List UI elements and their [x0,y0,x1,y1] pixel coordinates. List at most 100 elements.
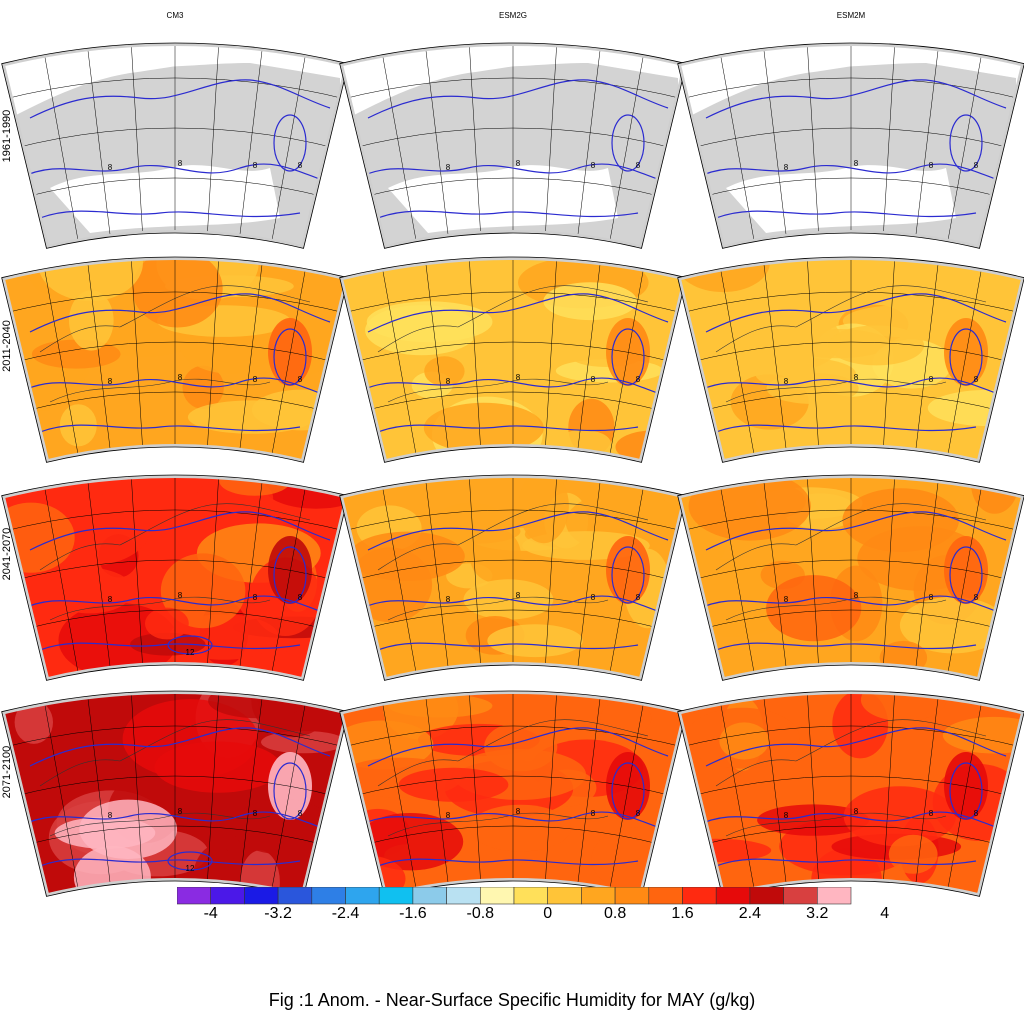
coastline [377,503,649,571]
colorbar-swatch [210,887,245,905]
coastline [715,719,987,787]
humidity-contour [357,811,669,832]
humidity-contour [705,511,1007,551]
map-svg: 8 8 8 8 [339,474,687,681]
humidity-contour [39,424,301,433]
map-content [339,690,687,897]
coastline [49,378,271,403]
anomaly-patch [487,624,583,658]
contour-label: 8 [854,807,859,816]
sea-mediterranean [50,165,280,233]
anomaly-patch [79,799,178,859]
colorbar-swatch [749,887,784,905]
map-panel: 8 8 8 8 12 [1,666,349,897]
map-border [677,690,1024,897]
colorbar-tick-label: 3.2 [806,905,829,922]
anomaly-patch [469,528,521,583]
map-content [1,256,349,463]
humidity-contour [19,163,331,184]
map-content [1,42,349,249]
contour-label: 8 [636,593,641,602]
anomaly-hotspot [268,318,312,386]
contour-label: 8 [178,591,183,600]
map-border [677,474,1024,681]
humidity-contour [39,642,301,651]
humidity-contour-loop [949,114,983,172]
humidity-contour [715,424,977,433]
colorbar-tick-label: -4 [203,905,218,922]
parallel-line [1,291,349,322]
humidity-contour [695,377,1007,398]
humidity-contour-loop [949,546,983,604]
parallel-line [677,127,1024,156]
parallel-line [339,725,687,756]
contour-label: 8 [974,375,979,384]
humidity-contour [695,163,1007,184]
coastline [387,596,609,621]
anomaly-patch [860,690,947,722]
contour-label: 8 [253,161,258,170]
humidity-contour [367,511,669,551]
contour-label: 8 [929,593,934,602]
parallel-line [339,775,687,804]
colorbar-tick-label: 1.6 [671,905,694,922]
parallel-line [4,825,346,851]
colorbar-swatch [816,887,852,905]
humidity-contour [715,642,977,651]
colorbar-tick-label: -1.6 [399,905,427,922]
anomaly-patch [484,722,558,772]
map-svg: 8 8 8 8 12 [1,690,349,897]
parallel-line [1,127,349,156]
contour-label: 8 [253,375,258,384]
colorbar-swatch [277,887,313,905]
coastline [725,596,947,621]
parallel-line [339,341,687,370]
anomaly-hotspot [944,318,988,386]
coastline [725,378,947,403]
parallel-line [677,509,1024,540]
map-panel: 8 8 8 8 [677,666,1024,897]
map-svg: 8 8 8 8 [677,690,1024,897]
humidity-contour-loop [611,762,645,820]
anomaly-patch [758,310,841,370]
parallel-line [677,77,1024,108]
contour-label: 8 [854,373,859,382]
parallel-line [4,391,346,417]
colorbar-swatch [715,887,751,905]
colorbar-tick-label: 0 [543,905,553,922]
map-svg: 8 8 8 8 [339,42,687,249]
humidity-contour [695,595,1007,616]
humidity-contour-loop [949,762,983,820]
map-panel: 8 8 8 8 [1,18,349,249]
colorbar-swatch [311,887,346,905]
figure-caption: Fig :1 Anom. - Near-Surface Specific Hum… [268,990,756,1010]
anomaly-patch [766,372,859,404]
humidity-contour-loop [273,762,307,820]
map-panel: 8 8 8 8 [339,450,687,681]
contour-label: 8 [298,375,303,384]
colorbar-tick-label: 0.8 [603,905,627,922]
humidity-contour [29,79,331,119]
anomaly-patch [591,827,681,892]
parallel-line [339,509,687,540]
map-content [677,690,1024,897]
humidity-contour [357,163,669,184]
map-svg: 8 8 8 8 [339,690,687,897]
sea-northern [150,42,250,67]
colorbar-tick-label: -0.8 [466,905,495,922]
contour-label: 8 [974,809,979,818]
coastline [39,503,311,571]
anomaly-hotspot [268,536,312,604]
humidity-contour-loop [167,851,213,871]
anomaly-hotspot [606,536,650,604]
contour-label: 8 [929,809,934,818]
colorbar-tick-label: 4 [880,905,890,922]
parallel-line [677,725,1024,756]
parallel-line [1,77,349,108]
map-svg: 8 8 8 8 [1,256,349,463]
colorbar-swatch [244,887,279,905]
coastline [49,596,271,621]
colorbar-swatch [547,887,582,905]
humidity-contour [377,210,639,219]
parallel-line [677,291,1024,322]
